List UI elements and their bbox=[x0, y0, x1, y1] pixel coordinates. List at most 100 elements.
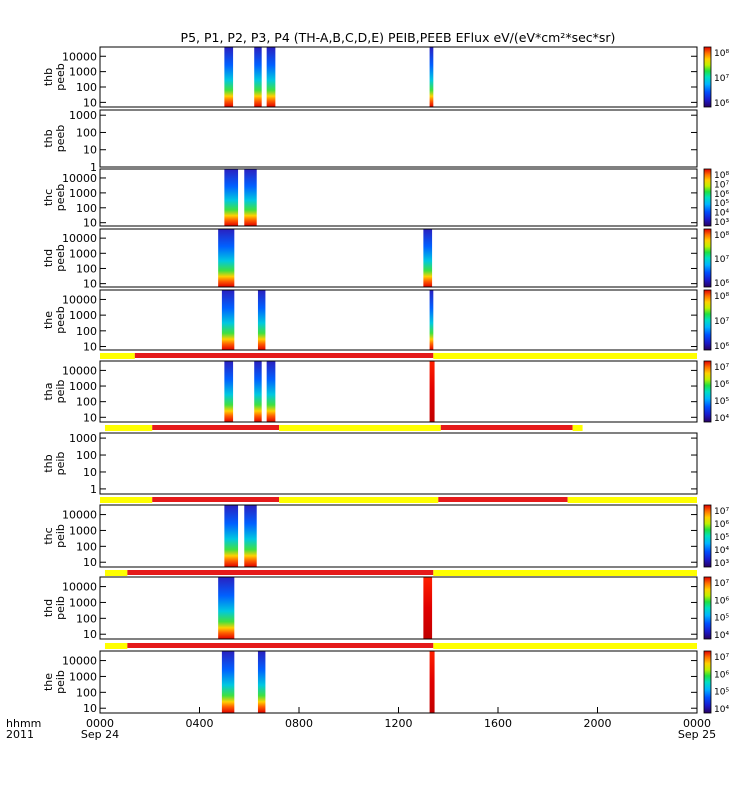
y-tick-label: 10000 bbox=[62, 655, 97, 668]
panel-thb-peeb-2: 1000 100 10 1 thb peeb bbox=[42, 109, 698, 174]
y-tick-label: 10 bbox=[83, 702, 97, 715]
panel-product-label: peeb bbox=[54, 63, 67, 91]
y-tick-label: 1 bbox=[90, 161, 97, 174]
colorbar-tick-label: 10⁶ bbox=[714, 99, 729, 109]
mode-bar-segment bbox=[572, 425, 583, 431]
spectrogram-block bbox=[244, 505, 257, 567]
time-axis-label-year: 2011 bbox=[6, 728, 34, 741]
y-tick-label: 10000 bbox=[62, 364, 97, 377]
y-tick-label: 1000 bbox=[69, 380, 97, 393]
colorbar-tick-label: 10⁸ bbox=[714, 292, 729, 302]
spectrogram-block bbox=[257, 651, 266, 713]
y-tick-label: 100 bbox=[76, 612, 97, 625]
x-tick-date: Sep 25 bbox=[678, 728, 716, 741]
spectrogram-block bbox=[224, 505, 239, 567]
colorbar-tick-label: 10⁵ bbox=[714, 614, 729, 624]
colorbar bbox=[703, 289, 712, 351]
colorbar-tick-label: 10⁷ bbox=[714, 74, 729, 84]
colorbar-tick-label: 10⁷ bbox=[714, 317, 729, 327]
mode-bar-segment bbox=[440, 425, 573, 430]
spectrogram-block bbox=[218, 229, 235, 287]
panel-product-label: peib bbox=[54, 524, 67, 548]
spectrogram-block bbox=[429, 290, 434, 350]
mode-bar bbox=[100, 353, 697, 359]
mode-bar-segment bbox=[127, 643, 434, 648]
colorbar bbox=[703, 504, 712, 568]
y-tick-label: 10000 bbox=[62, 50, 97, 63]
spectrogram-block bbox=[224, 361, 234, 422]
panel-probe-label: thc bbox=[42, 527, 55, 544]
mode-bar-segment bbox=[104, 643, 128, 649]
panel-frame bbox=[99, 576, 698, 640]
spectrogram-block bbox=[254, 361, 262, 422]
colorbar bbox=[703, 576, 712, 640]
x-tick-label: 1600 bbox=[484, 717, 512, 730]
x-tick-label: 2000 bbox=[584, 717, 612, 730]
mode-bar-segment bbox=[279, 425, 441, 431]
x-tick-label: 1200 bbox=[385, 717, 413, 730]
mode-bar-segment bbox=[134, 353, 434, 358]
panel-probe-label: thb bbox=[42, 68, 55, 86]
panel-product-label: peeb bbox=[54, 244, 67, 272]
panel-frame bbox=[99, 504, 698, 568]
x-tick-label: 0800 bbox=[285, 717, 313, 730]
mode-bar-segment bbox=[567, 497, 697, 503]
colorbar-tick-label: 10⁵ bbox=[714, 397, 729, 407]
panel-probe-label: thd bbox=[42, 599, 55, 617]
mode-bar-segment bbox=[104, 570, 128, 576]
y-tick-label: 10 bbox=[83, 628, 97, 641]
colorbar-tick-label: 10⁴ bbox=[714, 546, 729, 556]
mode-bar-segment bbox=[100, 353, 135, 359]
mode-bar-segment bbox=[438, 497, 568, 502]
panel-the-peib: 10000 1000 100 10 the peib 10⁷ 10⁶ 10⁵ 10⁴ bbox=[42, 650, 729, 715]
mode-bar-segment bbox=[152, 425, 280, 430]
panel-tha-peib: 10000 1000 100 10 tha peib 10⁷ 10⁶ 10⁵ 10⁴ bbox=[42, 360, 729, 424]
colorbar bbox=[703, 228, 712, 288]
panel-probe-label: thb bbox=[42, 454, 55, 472]
panel-probe-label: tha bbox=[42, 382, 55, 400]
y-tick-label: 10 bbox=[83, 217, 97, 230]
panel-frame bbox=[99, 46, 698, 108]
y-tick-label: 10 bbox=[83, 144, 97, 157]
colorbar-tick-label: 10⁷ bbox=[714, 180, 729, 190]
panel-frame bbox=[99, 432, 698, 495]
y-tick-label: 100 bbox=[76, 686, 97, 699]
panel-frame bbox=[99, 168, 698, 227]
spectrogram-block bbox=[429, 361, 435, 422]
spectrogram-block bbox=[218, 577, 235, 639]
panel-thb-peeb-1: 10000 1000 100 10 thb peeb 10⁸ 10⁷ 10⁶ bbox=[42, 46, 729, 109]
y-tick-label: 10 bbox=[83, 466, 97, 479]
panel-thd-peeb: 10000 1000 100 10 thd peeb 10⁸ 10⁷ 10⁶ bbox=[42, 228, 729, 291]
spectrogram-block bbox=[244, 169, 257, 226]
colorbar-tick-label: 10⁷ bbox=[714, 579, 729, 589]
mode-bar-segment bbox=[433, 643, 697, 649]
colorbar-tick-label: 10⁸ bbox=[714, 171, 729, 181]
mode-bar-segment bbox=[127, 570, 434, 575]
panel-product-label: peib bbox=[54, 380, 67, 404]
colorbar-tick-label: 10⁵ bbox=[714, 199, 729, 209]
y-tick-label: 1000 bbox=[69, 670, 97, 683]
panel-frame bbox=[99, 109, 698, 168]
colorbar-tick-label: 10⁴ bbox=[714, 631, 729, 641]
panel-product-label: peib bbox=[54, 452, 67, 476]
spectrogram-block bbox=[254, 47, 262, 107]
panel-thc-peib: 10000 1000 100 10 thc peib 10⁷ 10⁶ 10⁵ 10⁴ 10³ bbox=[42, 504, 729, 569]
colorbar-tick-label: 10⁶ bbox=[714, 596, 729, 606]
colorbar bbox=[703, 168, 712, 227]
spectrogram-block bbox=[221, 290, 235, 350]
colorbar-tick-label: 10⁶ bbox=[714, 342, 729, 352]
y-tick-label: 100 bbox=[76, 262, 97, 275]
y-tick-label: 1000 bbox=[69, 309, 97, 322]
panel-frame bbox=[99, 289, 698, 351]
mode-bar-stack bbox=[100, 353, 697, 649]
spectrogram-block bbox=[423, 577, 433, 639]
spectrogram-block bbox=[266, 361, 276, 422]
panel-frame bbox=[99, 228, 698, 288]
y-tick-label: 1 bbox=[90, 483, 97, 496]
x-tick-label: 0000 bbox=[683, 717, 711, 730]
y-tick-label: 100 bbox=[76, 81, 97, 94]
y-tick-label: 10 bbox=[83, 96, 97, 109]
panel-frame bbox=[99, 360, 698, 423]
